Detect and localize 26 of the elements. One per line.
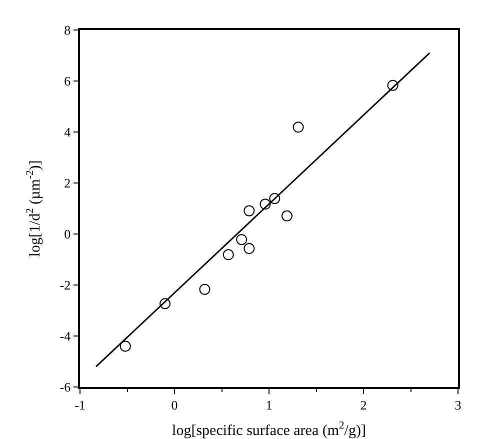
x-tick-label: 3 <box>454 397 462 412</box>
point <box>281 210 292 222</box>
y-tick-label: 6 <box>64 74 72 89</box>
point <box>244 243 255 254</box>
x-tick-label: 1 <box>266 397 272 412</box>
x-axis-title: log[specific surface area (m$^{2}$/g)] <box>172 420 366 439</box>
point <box>236 234 248 246</box>
y-tick-label: -4 <box>60 328 72 344</box>
y-tick-label: 8 <box>64 22 71 38</box>
point <box>260 198 271 210</box>
point <box>120 340 131 352</box>
y-tick-label: 0 <box>64 226 71 242</box>
point <box>222 249 234 260</box>
y-tick-label: 2 <box>64 176 71 191</box>
x-tick-label: 0 <box>171 397 178 412</box>
point <box>269 193 280 204</box>
x-tick-label: -1 <box>74 397 86 412</box>
y-tick-label: -6 <box>60 380 72 395</box>
point <box>199 284 210 295</box>
y-tick-label: -2 <box>60 278 71 293</box>
point <box>160 298 171 310</box>
x-tick-label: 2 <box>360 397 367 412</box>
y-tick-label: 4 <box>64 124 72 140</box>
point <box>292 122 304 133</box>
point <box>244 205 255 216</box>
point <box>387 80 398 91</box>
